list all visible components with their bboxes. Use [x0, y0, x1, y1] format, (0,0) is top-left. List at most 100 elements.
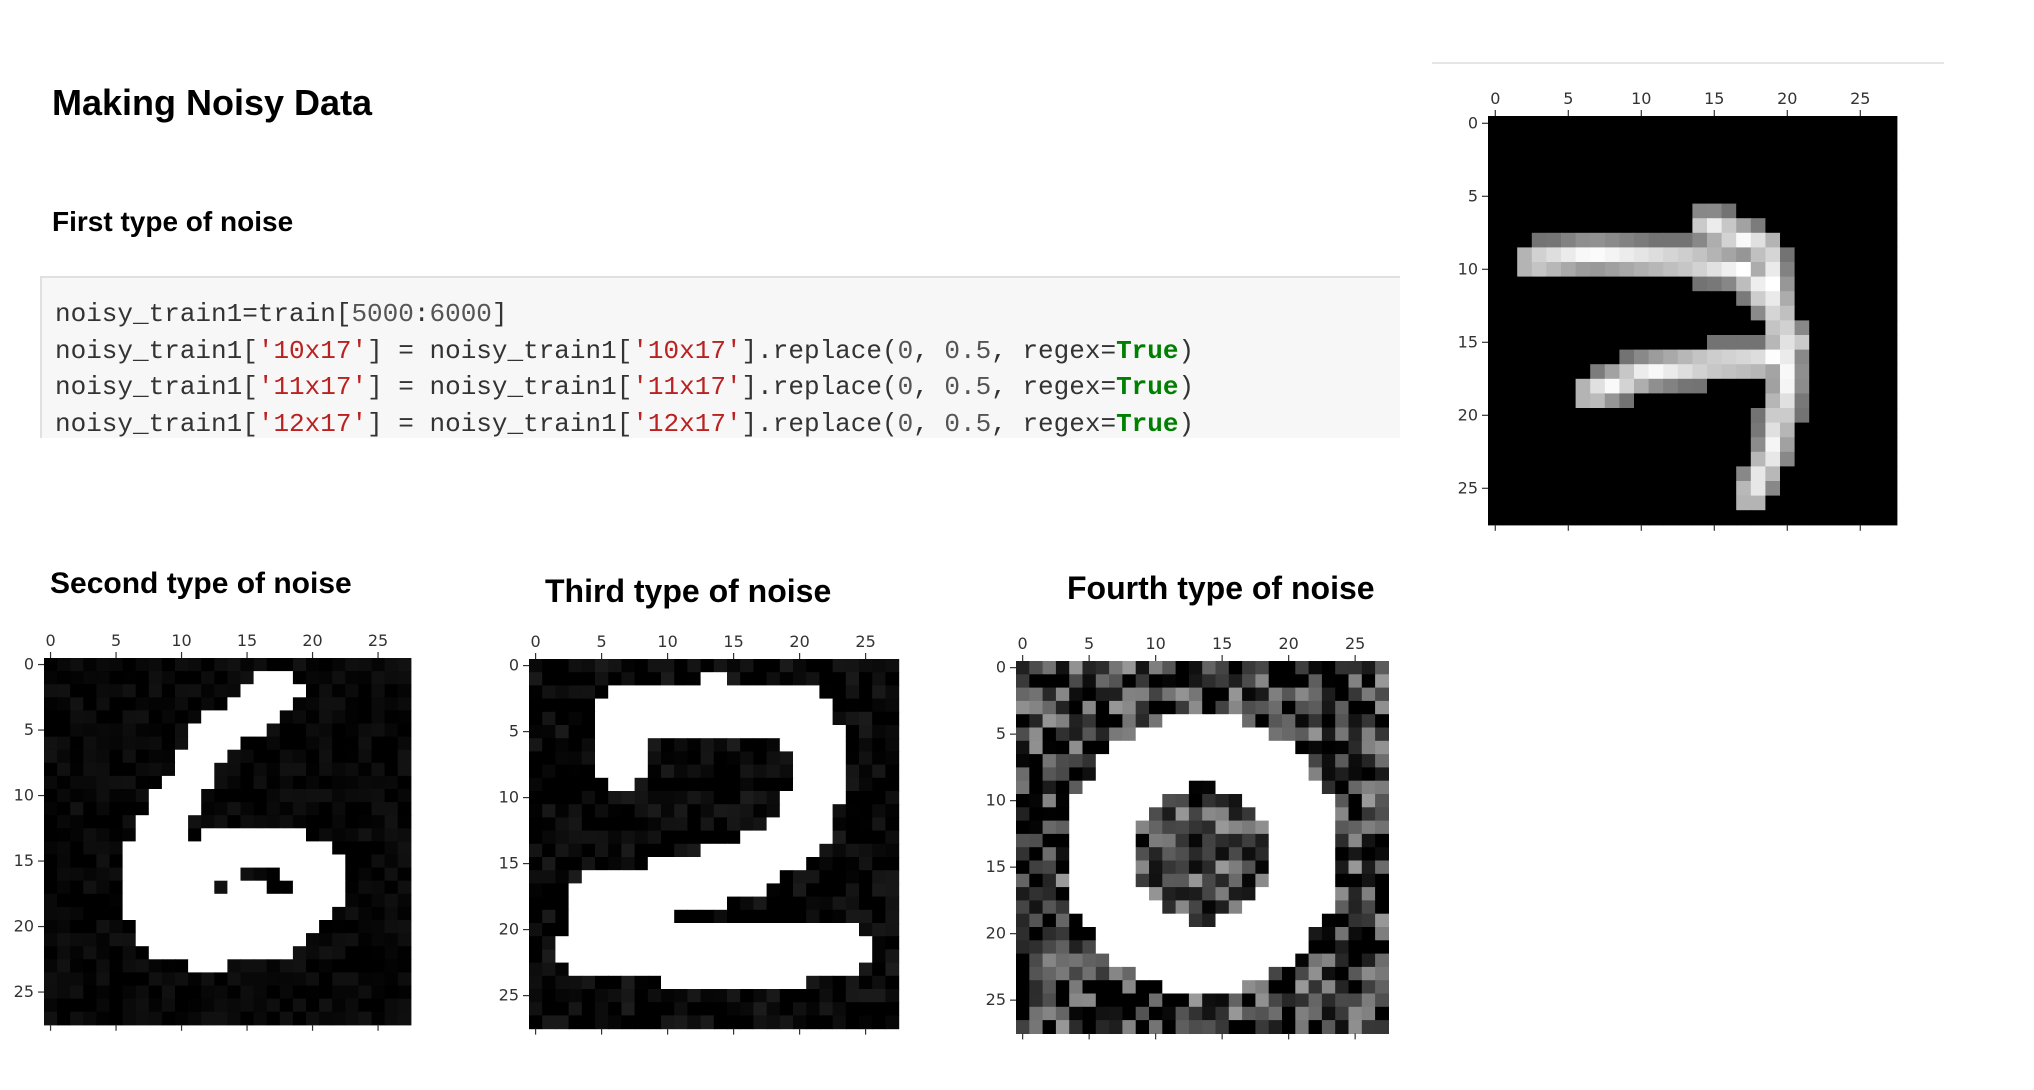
- heatmap-pixel: [1531, 495, 1547, 511]
- heatmap-pixel: [358, 736, 373, 751]
- heatmap-pixel: [621, 698, 636, 713]
- heatmap-pixel: [122, 736, 137, 751]
- heatmap-pixel: [148, 972, 163, 987]
- heatmap-pixel: [227, 985, 242, 1000]
- heatmap-pixel: [1361, 661, 1376, 675]
- heatmap-pixel: [1295, 700, 1310, 715]
- heatmap-pixel: [1016, 780, 1030, 795]
- heatmap-pixel: [1055, 940, 1070, 955]
- heatmap-pixel: [1295, 953, 1310, 968]
- heatmap-pixel: [1561, 232, 1577, 248]
- heatmap-pixel: [332, 893, 346, 908]
- heatmap-pixel: [1867, 364, 1883, 380]
- heatmap-pixel: [1648, 174, 1664, 190]
- heatmap-pixel: [397, 920, 412, 934]
- heatmap-pixel: [661, 672, 675, 686]
- heatmap-pixel: [779, 843, 794, 858]
- heatmap-pixel: [345, 658, 359, 672]
- heatmap-pixel: [1648, 320, 1664, 336]
- heatmap-pixel: [1517, 408, 1533, 424]
- heatmap-pixel: [608, 936, 622, 950]
- heatmap-pixel: [1546, 320, 1562, 336]
- heatmap-pixel: [608, 962, 622, 977]
- heatmap-pixel: [1707, 276, 1723, 292]
- heatmap-pixel: [1188, 860, 1203, 875]
- heatmap-pixel: [542, 989, 556, 1003]
- heatmap-pixel: [634, 711, 649, 726]
- heatmap-pixel: [1348, 833, 1363, 848]
- heatmap-pixel: [1692, 335, 1708, 351]
- heatmap-pixel: [1561, 481, 1577, 497]
- heatmap-pixel: [1794, 437, 1810, 453]
- heatmap-pixel: [96, 946, 111, 960]
- heatmap-pixel: [1095, 794, 1110, 808]
- heading-fourth-type-of-noise: Fourth type of noise: [1067, 570, 1375, 606]
- heatmap-pixel: [806, 870, 820, 884]
- heatmap-pixel: [188, 723, 202, 738]
- heatmap-pixel: [1765, 408, 1781, 424]
- heatmap-pixel: [1242, 860, 1256, 875]
- heatmap-pixel: [753, 817, 768, 832]
- heatmap-pixel: [727, 936, 741, 950]
- heatmap-pixel: [1122, 847, 1137, 862]
- heatmap-pixel: [1634, 116, 1650, 132]
- heatmap-pixel: [345, 697, 359, 711]
- heatmap-pixel: [1517, 291, 1533, 307]
- heatmap-pixel: [1692, 145, 1708, 161]
- heatmap-pixel: [122, 854, 137, 869]
- heatmap-pixel: [1042, 767, 1057, 782]
- heatmap-pixel: [109, 762, 124, 777]
- heatmap-pixel: [292, 775, 307, 790]
- heatmap-pixel: [1042, 873, 1057, 888]
- heatmap-pixel: [1175, 833, 1190, 848]
- heatmap-pixel: [1228, 740, 1243, 755]
- heatmap-pixel: [1295, 780, 1310, 795]
- y-tick-label: 25: [1458, 478, 1478, 497]
- heatmap-pixel: [332, 985, 346, 1000]
- heatmap-pixel: [1882, 291, 1898, 307]
- heatmap-pixel: [319, 985, 333, 1000]
- heatmap-pixel: [1202, 700, 1217, 715]
- heatmap-pixel: [175, 802, 189, 816]
- heatmap-pixel: [1361, 674, 1376, 689]
- heatmap-pixel: [44, 998, 58, 1013]
- heatmap-pixel: [740, 764, 754, 779]
- heatmap-pixel: [1502, 451, 1518, 467]
- heatmap-pixel: [1488, 305, 1504, 321]
- heatmap-pixel: [581, 857, 596, 871]
- heatmap-pixel: [148, 736, 163, 751]
- heatmap-pixel: [44, 697, 58, 711]
- heatmap-pixel: [1109, 661, 1123, 675]
- code-cell[interactable]: noisy_train1=train[5000:6000] noisy_trai…: [40, 276, 1400, 438]
- heatmap-pixel: [1082, 740, 1097, 755]
- heatmap-pixel: [319, 959, 333, 973]
- x-tick-label: 15: [1212, 634, 1232, 653]
- heatmap-pixel: [1765, 291, 1781, 307]
- heatmap-pixel: [148, 749, 163, 764]
- heatmap-pixel: [345, 959, 359, 973]
- heatmap-pixel: [529, 751, 543, 766]
- heatmap-pixel: [1348, 940, 1363, 955]
- heatmap-pixel: [1308, 687, 1323, 702]
- heatmap-pixel: [1590, 510, 1606, 526]
- heatmap-pixel: [345, 867, 359, 882]
- heatmap-pixel: [806, 764, 820, 779]
- heatmap-pixel: [240, 749, 255, 764]
- heatmap-pixel: [687, 764, 702, 779]
- heatmap-pixel: [859, 843, 873, 858]
- heatmap-pixel: [1663, 189, 1679, 205]
- heatmap-pixel: [44, 815, 58, 829]
- heatmap-pixel: [148, 762, 163, 777]
- heatmap-pixel: [713, 962, 728, 977]
- heatmap-pixel: [266, 867, 281, 882]
- heatmap-pixel: [1135, 1006, 1150, 1021]
- heatmap-pixel: [713, 659, 728, 673]
- heatmap-pixel: [872, 896, 886, 911]
- heatmap-pixel: [1765, 174, 1781, 190]
- heatmap-pixel: [621, 1002, 636, 1016]
- heatmap-pixel: [214, 1011, 228, 1026]
- heatmap-pixel: [713, 857, 728, 871]
- heatmap-pixel: [266, 841, 281, 856]
- heatmap-pixel: [1361, 700, 1376, 715]
- heatmap-pixel: [1228, 754, 1243, 768]
